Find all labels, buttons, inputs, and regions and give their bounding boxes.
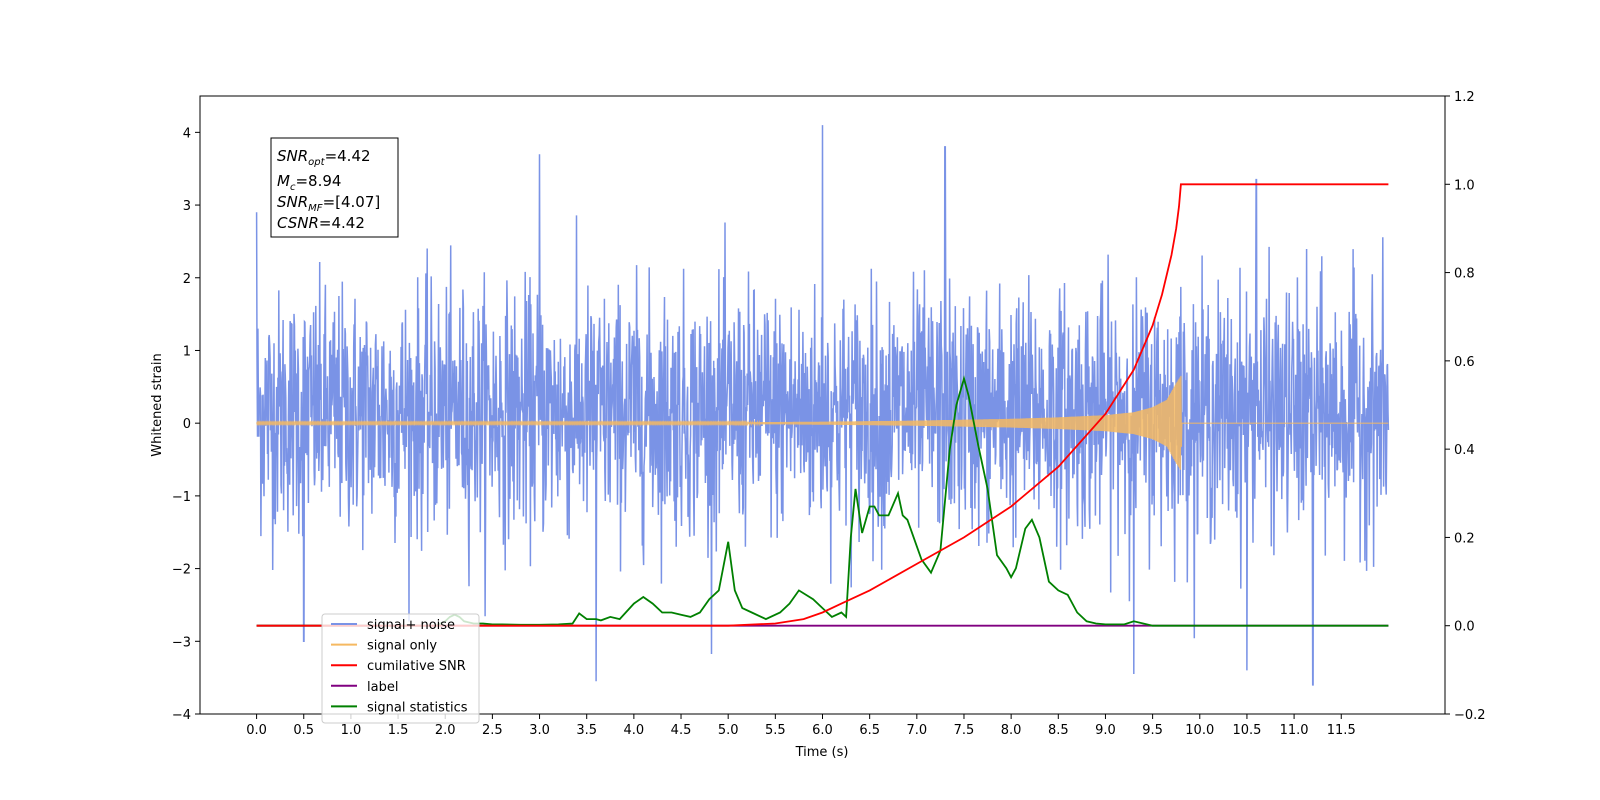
y-tick-label-left: −1 bbox=[172, 490, 191, 505]
y-tick-label-right: 0.6 bbox=[1454, 355, 1475, 370]
y-tick-label-left: −4 bbox=[172, 708, 191, 723]
x-tick-label: 7.0 bbox=[906, 723, 927, 738]
legend: signal+ noise signal only cumilative SNR la… bbox=[321, 613, 480, 724]
x-tick-label: 3.0 bbox=[529, 723, 550, 738]
annotation-mc: Mc=8.94 bbox=[277, 172, 341, 193]
legend-entry-label: signal statistics bbox=[367, 700, 468, 715]
annotation-snr-mf: SNRMF=[4.07] bbox=[277, 193, 380, 214]
legend-entry-label: signal+ noise bbox=[367, 618, 455, 633]
y-tick-label-right: 0.4 bbox=[1454, 443, 1475, 458]
y-tick-label-right: 1.2 bbox=[1454, 90, 1475, 105]
y-tick-label-right: 1.0 bbox=[1454, 178, 1475, 193]
legend-entry-label: signal only bbox=[367, 639, 437, 654]
x-tick-label: 9.0 bbox=[1095, 723, 1116, 738]
y-tick-label-left: 2 bbox=[183, 272, 191, 287]
x-tick-label: 0.0 bbox=[246, 723, 267, 738]
y-tick-label-left: −2 bbox=[172, 563, 191, 578]
y-tick-label-left: 1 bbox=[183, 344, 191, 359]
y-axis-label: Whitened strain bbox=[150, 353, 165, 456]
y-tick-label-right: 0.0 bbox=[1454, 620, 1475, 635]
x-tick-label: 3.5 bbox=[576, 723, 597, 738]
plot-area bbox=[255, 125, 1390, 686]
x-tick-label: 6.5 bbox=[859, 723, 880, 738]
legend-entry-label: cumilative SNR bbox=[367, 659, 466, 674]
x-tick-label: 4.5 bbox=[671, 723, 692, 738]
x-tick-label: 6.0 bbox=[812, 723, 833, 738]
x-tick-label: 9.5 bbox=[1142, 723, 1163, 738]
x-tick-label: 10.0 bbox=[1185, 723, 1214, 738]
x-tick-label: 1.0 bbox=[341, 723, 362, 738]
x-axis: 0.0 0.5 1.0 1.5 2.0 2.5 3.0 3.5 4.0 4.5 5.0 5.5 6.0 6… bbox=[246, 714, 1356, 738]
x-tick-label: 8.5 bbox=[1048, 723, 1069, 738]
y-tick-label-right: 0.2 bbox=[1454, 531, 1475, 546]
y-tick-label-right: 0.8 bbox=[1454, 267, 1475, 282]
x-tick-label: 2.5 bbox=[482, 723, 503, 738]
series-signal-statistics bbox=[256, 375, 1389, 627]
series-cumulative-snr bbox=[256, 183, 1389, 627]
annotation-csnr: CSNR=4.42 bbox=[277, 214, 365, 232]
series-signal-only bbox=[256, 375, 1389, 470]
annotation-box: SNRopt=4.42 Mc=8.94 SNRMF=[4.07] CSNR=4.… bbox=[270, 137, 399, 238]
x-tick-label: 4.0 bbox=[624, 723, 645, 738]
legend-entry-label: label bbox=[367, 680, 398, 695]
x-tick-label: 11.5 bbox=[1327, 723, 1356, 738]
x-axis-label: Time (s) bbox=[795, 745, 849, 760]
x-tick-label: 5.5 bbox=[765, 723, 786, 738]
y-tick-label-left: 0 bbox=[183, 417, 191, 432]
series-signal-noise bbox=[255, 125, 1390, 686]
x-tick-label: 7.5 bbox=[954, 723, 975, 738]
x-tick-label: 0.5 bbox=[293, 723, 314, 738]
x-tick-label: 10.5 bbox=[1232, 723, 1261, 738]
y-tick-label-right: −0.2 bbox=[1454, 708, 1486, 723]
annotation-snr-opt: SNRopt=4.42 bbox=[277, 147, 371, 168]
y-tick-label-left: 4 bbox=[183, 126, 191, 141]
x-tick-label: 11.0 bbox=[1280, 723, 1309, 738]
y-tick-label-left: 3 bbox=[183, 199, 191, 214]
x-tick-label: 8.0 bbox=[1001, 723, 1022, 738]
x-tick-label: 5.0 bbox=[718, 723, 739, 738]
x-tick-label: 1.5 bbox=[388, 723, 409, 738]
y-axis-right: 1.2 1.0 0.8 0.6 0.4 0.2 0.0 −0.2 bbox=[1445, 90, 1486, 723]
x-tick-label: 2.0 bbox=[435, 723, 456, 738]
y-axis-left: 4 3 2 1 0 −1 −2 −3 −4 bbox=[172, 126, 200, 723]
y-tick-label-left: −3 bbox=[172, 635, 191, 650]
